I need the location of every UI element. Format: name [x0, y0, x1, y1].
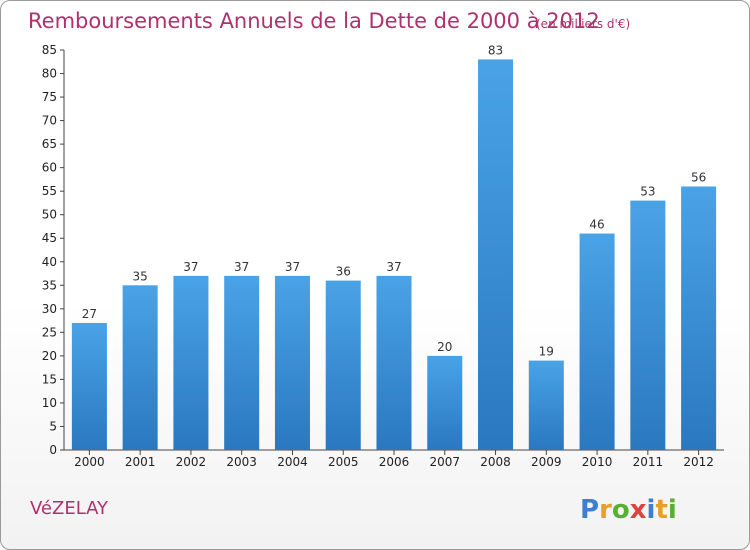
y-tick-label: 40 — [42, 255, 57, 269]
chart-title: Remboursements Annuels de la Dette de 20… — [28, 9, 600, 33]
bar — [122, 285, 158, 450]
y-tick-label: 15 — [42, 372, 57, 386]
data-label: 37 — [386, 260, 401, 274]
y-tick-label: 35 — [42, 278, 57, 292]
data-label: 46 — [589, 218, 604, 232]
y-tick-label: 45 — [42, 231, 57, 245]
data-label: 37 — [183, 260, 198, 274]
proxiti-logo: Proxiti — [580, 495, 677, 525]
data-label: 36 — [336, 265, 351, 279]
town-name: VéZELAY — [30, 498, 109, 519]
y-tick-label: 75 — [42, 90, 57, 104]
data-label: 37 — [234, 260, 249, 274]
y-tick-label: 10 — [42, 396, 57, 410]
bar — [630, 200, 666, 450]
x-tick-label: 2002 — [176, 455, 207, 469]
x-tick-label: 2009 — [531, 455, 562, 469]
x-tick-label: 2008 — [480, 455, 511, 469]
bar — [579, 233, 615, 450]
x-tick-label: 2001 — [125, 455, 156, 469]
logo-letter: r — [599, 495, 612, 525]
y-tick-label: 55 — [42, 184, 57, 198]
bar — [173, 275, 209, 450]
y-tick-label: 0 — [49, 443, 57, 457]
y-tick-label: 70 — [42, 114, 57, 128]
bar — [478, 59, 514, 450]
y-tick-label: 25 — [42, 325, 57, 339]
x-tick-label: 2000 — [74, 455, 105, 469]
data-label: 83 — [488, 43, 503, 57]
bar — [681, 186, 717, 450]
x-tick-label: 2005 — [328, 455, 359, 469]
bar — [71, 322, 107, 450]
bar — [528, 360, 564, 450]
x-tick-label: 2004 — [277, 455, 308, 469]
data-label: 37 — [285, 260, 300, 274]
logo-letter: o — [612, 495, 630, 525]
logo-letter: i — [647, 495, 656, 525]
x-tick-label: 2006 — [379, 455, 410, 469]
bar — [325, 280, 361, 450]
data-label: 35 — [133, 269, 148, 283]
x-tick-label: 2010 — [582, 455, 613, 469]
logo-letter: i — [668, 495, 677, 525]
y-tick-label: 50 — [42, 208, 57, 222]
bar — [274, 275, 310, 450]
x-tick-label: 2007 — [429, 455, 460, 469]
bars: 27 35 37 37 37 36 37 20 83 19 46 53 56 — [71, 43, 717, 450]
y-tick-label: 20 — [42, 349, 57, 363]
x-tick-label: 2012 — [683, 455, 714, 469]
data-label: 20 — [437, 340, 452, 354]
data-label: 56 — [691, 170, 706, 184]
y-tick-label: 30 — [42, 302, 57, 316]
y-tick-label: 80 — [42, 67, 57, 81]
bar — [376, 275, 412, 450]
data-label: 19 — [539, 345, 554, 359]
data-label: 27 — [82, 307, 97, 321]
logo-letter: t — [655, 495, 667, 525]
y-tick-label: 85 — [42, 43, 57, 57]
chart-subtitle: (en milliers d'€) — [536, 17, 630, 31]
data-label: 53 — [640, 185, 655, 199]
y-tick-label: 5 — [49, 419, 57, 433]
y-tick-label: 65 — [42, 137, 57, 151]
bar — [224, 275, 260, 450]
bar — [427, 355, 463, 450]
logo-letter: P — [580, 495, 599, 525]
logo-letter: x — [630, 495, 647, 525]
x-tick-label: 2003 — [226, 455, 257, 469]
y-tick-label: 60 — [42, 161, 57, 175]
x-tick-label: 2011 — [633, 455, 664, 469]
